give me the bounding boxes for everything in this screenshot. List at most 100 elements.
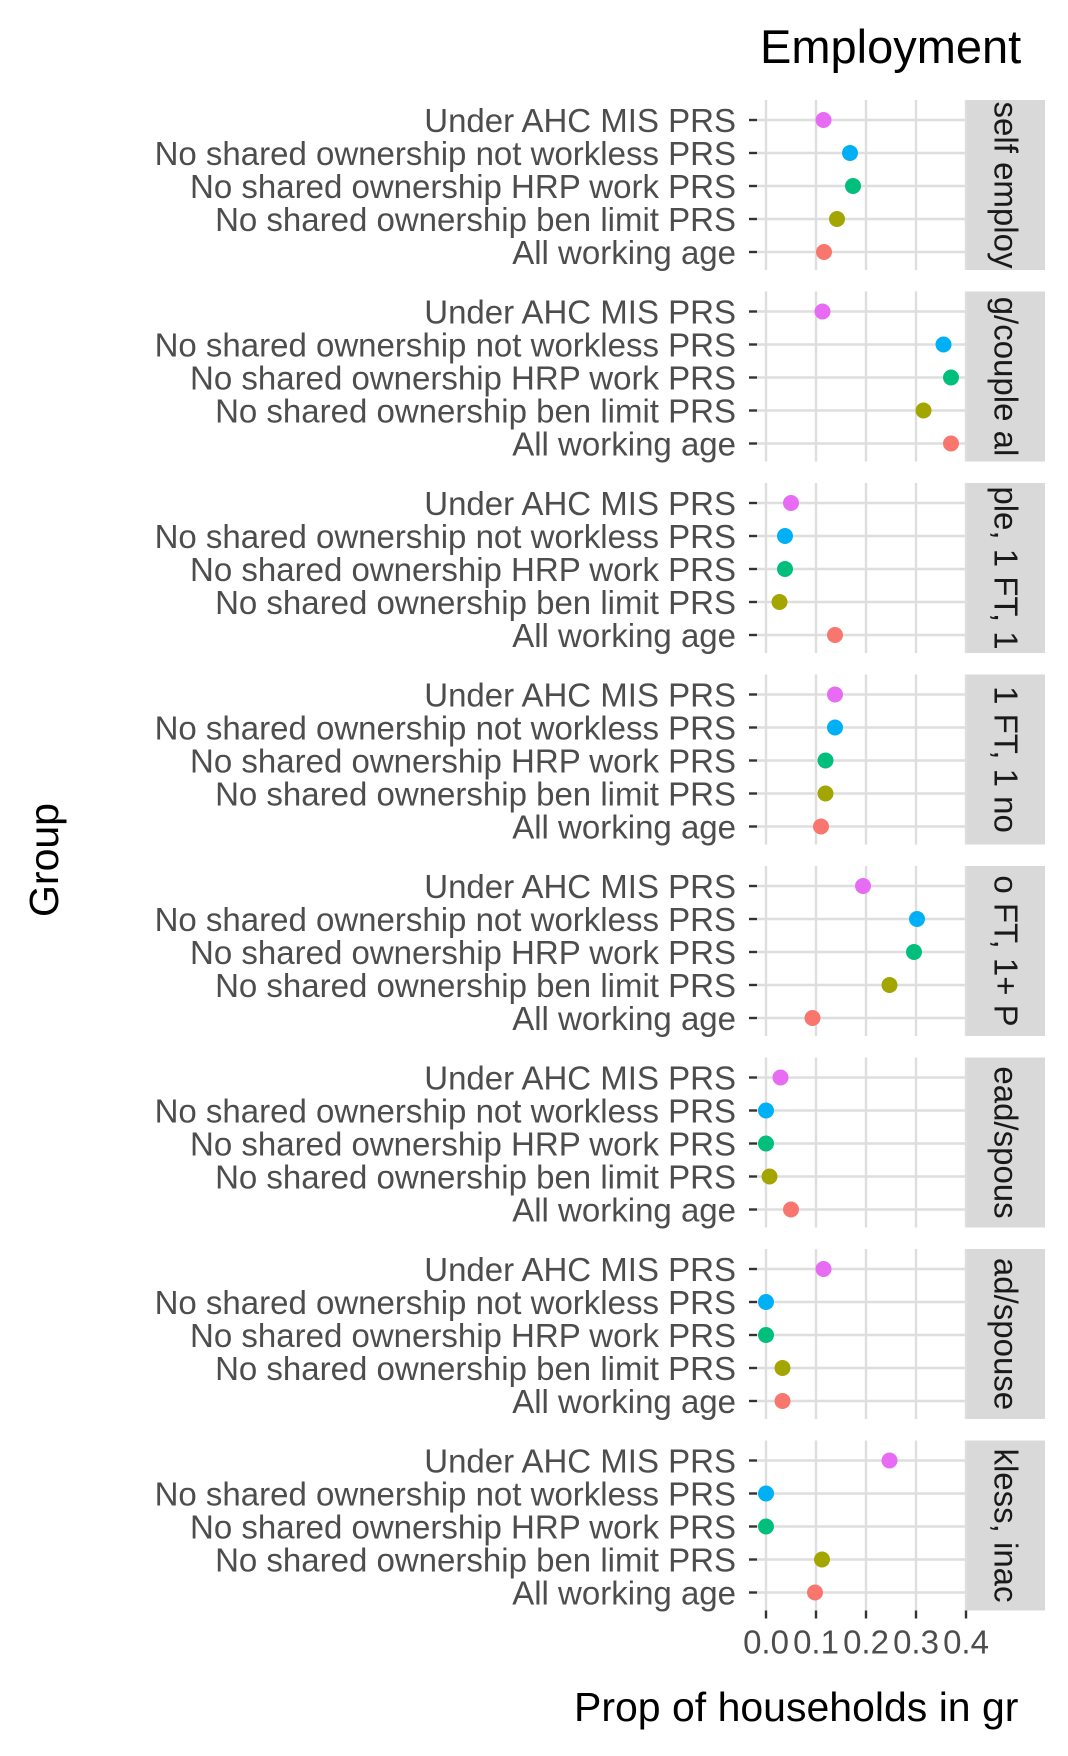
y-tick-label: No shared ownership ben limit PRS — [215, 776, 736, 813]
x-tick-label: 0.0 — [743, 1624, 789, 1661]
data-point — [807, 1584, 823, 1601]
y-tick-label: No shared ownership HRP work PRS — [190, 168, 736, 205]
data-point — [943, 369, 959, 386]
data-point — [881, 977, 898, 993]
y-tick-label: No shared ownership ben limit PRS — [215, 584, 736, 621]
data-point — [943, 435, 959, 452]
data-point — [816, 244, 832, 260]
data-point — [758, 1135, 774, 1152]
facet-strip — [967, 866, 1045, 1036]
facet-strip-label: ad/spouse — [988, 1258, 1025, 1410]
y-tick-label: No shared ownership not workless PRS — [155, 1284, 736, 1321]
y-tick-label: Under AHC MIS PRS — [424, 1251, 736, 1288]
facet-strip-label: ple, 1 FT, 1 — [988, 486, 1025, 649]
data-point — [935, 336, 952, 353]
y-tick-label: No shared ownership HRP work PRS — [190, 743, 736, 780]
data-point — [827, 719, 843, 736]
facet-strip — [967, 674, 1045, 845]
y-tick-label: Under AHC MIS PRS — [424, 485, 736, 522]
y-tick-label: No shared ownership HRP work PRS — [190, 934, 736, 971]
x-tick-label: 0.3 — [893, 1624, 939, 1661]
data-point — [774, 1360, 791, 1376]
y-tick-label: No shared ownership not workless PRS — [155, 327, 736, 364]
y-tick-label: All working age — [512, 1000, 736, 1037]
data-point — [906, 944, 922, 960]
chart-title: Employment — [760, 20, 1021, 73]
data-point — [813, 818, 829, 835]
y-tick-label: All working age — [512, 426, 736, 463]
y-tick-label: No shared ownership ben limit PRS — [215, 1350, 736, 1387]
data-point — [817, 752, 834, 769]
data-point — [783, 1201, 799, 1218]
x-axis: 0.0 0.1 0.2 0.3 0.4 — [743, 1610, 989, 1661]
y-tick-label: No shared ownership ben limit PRS — [215, 201, 736, 238]
y-tick-label: No shared ownership not workless PRS — [155, 710, 736, 747]
y-tick-label: No shared ownership HRP work PRS — [190, 1317, 736, 1354]
x-tick-label: 0.4 — [943, 1624, 989, 1661]
data-point — [804, 1010, 821, 1026]
y-tick-label: No shared ownership HRP work PRS — [190, 551, 736, 588]
y-tick-label: Under AHC MIS PRS — [424, 1060, 736, 1097]
y-tick-label: No shared ownership HRP work PRS — [190, 360, 736, 397]
facet-strip-label: ead/spous — [988, 1066, 1025, 1218]
data-point — [758, 1294, 774, 1310]
data-point — [827, 686, 843, 703]
y-axis-title: Group — [21, 803, 67, 917]
y-tick-label: Under AHC MIS PRS — [424, 1443, 736, 1480]
data-point — [817, 785, 834, 802]
data-point — [881, 1452, 898, 1469]
data-point — [815, 1261, 832, 1277]
data-point — [814, 1551, 830, 1568]
facet-strip-label: 1 FT, 1 no — [988, 686, 1025, 833]
y-tick-label: All working age — [512, 234, 736, 271]
data-point — [909, 911, 925, 927]
y-tick-label: No shared ownership ben limit PRS — [215, 1159, 736, 1196]
y-tick-label: No shared ownership not workless PRS — [155, 901, 736, 938]
data-point — [758, 1327, 774, 1343]
y-tick-label: Under AHC MIS PRS — [424, 102, 736, 139]
y-tick-label: All working age — [512, 617, 736, 654]
facet-strip — [967, 1057, 1045, 1228]
data-point — [758, 1102, 774, 1119]
data-point — [845, 178, 861, 194]
data-point — [771, 594, 788, 610]
facet-strip-label: g/couple al — [988, 297, 1025, 457]
x-tick-label: 0.2 — [843, 1624, 889, 1661]
data-point — [758, 1485, 774, 1502]
y-tick-label: All working age — [512, 1192, 736, 1229]
data-point — [855, 878, 871, 894]
facet-strip-label: self employ — [988, 102, 1025, 269]
y-tick-label: No shared ownership ben limit PRS — [215, 393, 736, 430]
x-axis-title: Prop of households in gr — [574, 1684, 1018, 1730]
x-tick-label: 0.1 — [793, 1624, 839, 1661]
facet-strip — [967, 100, 1045, 270]
data-point — [777, 528, 793, 544]
facet-strip — [967, 483, 1045, 653]
data-point — [842, 145, 858, 161]
y-tick-label: All working age — [512, 1383, 736, 1420]
facet-strip-label: kless, inac — [988, 1448, 1025, 1602]
y-tick-label: Under AHC MIS PRS — [424, 294, 736, 331]
y-tick-label: All working age — [512, 809, 736, 846]
data-point — [783, 495, 799, 511]
data-point — [814, 303, 831, 320]
y-tick-label: No shared ownership ben limit PRS — [215, 1542, 736, 1579]
data-point — [777, 561, 793, 577]
y-tick-label: No shared ownership not workless PRS — [155, 1093, 736, 1130]
y-tick-label: All working age — [512, 1575, 736, 1612]
y-tick-label: No shared ownership ben limit PRS — [215, 967, 736, 1004]
data-point — [829, 211, 845, 227]
y-tick-label: Under AHC MIS PRS — [424, 677, 736, 714]
y-tick-label: Under AHC MIS PRS — [424, 868, 736, 905]
data-point — [915, 402, 932, 419]
facet-strip-label: o FT, 1+ P — [988, 875, 1025, 1026]
